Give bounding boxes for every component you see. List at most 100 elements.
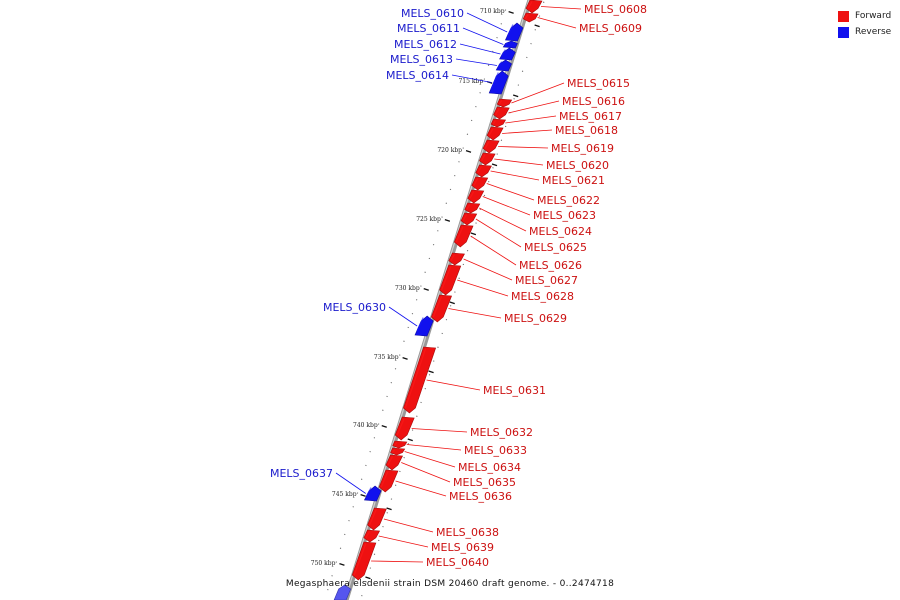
forward-gene-arrow[interactable] — [448, 252, 465, 266]
minor-tick — [466, 249, 469, 252]
minor-tick — [487, 64, 490, 66]
forward-gene-arrow[interactable] — [363, 529, 381, 543]
gene-leader-line — [459, 43, 501, 55]
gene-label[interactable]: MELS_0631 — [483, 384, 546, 397]
gene-label[interactable]: MELS_0630 — [323, 301, 386, 314]
tick-label: 745 kbp — [332, 491, 357, 498]
forward-gene-arrow[interactable] — [453, 224, 474, 248]
minor-tick — [441, 216, 443, 218]
gene-label[interactable]: MELS_0628 — [511, 290, 574, 303]
gene-label[interactable]: MELS_0636 — [449, 490, 512, 503]
gene-label[interactable]: MELS_0625 — [524, 241, 587, 254]
minor-tick — [369, 567, 372, 569]
gene-label[interactable]: MELS_0622 — [537, 194, 600, 207]
gene-leader-line — [411, 428, 468, 433]
gene-label[interactable]: MELS_0624 — [529, 225, 592, 238]
gene-label[interactable]: MELS_0626 — [519, 259, 582, 272]
forward-gene-arrow[interactable] — [467, 189, 485, 204]
forward-gene-arrow[interactable] — [439, 264, 462, 296]
gene-label[interactable]: MELS_0611 — [397, 22, 460, 35]
gene-label[interactable]: MELS_0618 — [555, 124, 618, 137]
gene-label[interactable]: MELS_0623 — [533, 209, 596, 222]
gene-leader-line — [457, 279, 509, 297]
gene-label[interactable]: MELS_0617 — [559, 110, 622, 123]
gene-leader-line — [463, 258, 513, 281]
gene-label[interactable]: MELS_0612 — [394, 38, 457, 51]
minor-tick — [475, 222, 477, 224]
forward-gene-arrow[interactable] — [351, 541, 377, 581]
gene-highlight — [473, 178, 479, 186]
gene-label[interactable]: MELS_0633 — [464, 444, 527, 457]
forward-gene-arrow[interactable] — [378, 469, 399, 493]
tick-label: 735 kbp — [374, 354, 399, 361]
minor-tick — [462, 147, 464, 149]
minor-tick — [458, 277, 460, 279]
major-tick — [491, 163, 498, 167]
gene-label[interactable]: MELS_0621 — [542, 174, 605, 187]
forward-gene-arrow[interactable] — [471, 176, 489, 191]
reverse-gene-arrow-partial[interactable] — [333, 584, 352, 600]
forward-gene-arrow[interactable] — [403, 346, 437, 414]
forward-gene-arrow[interactable] — [486, 126, 504, 141]
gene-label[interactable]: MELS_0629 — [504, 312, 567, 325]
forward-gene-arrow[interactable] — [367, 507, 387, 531]
gene-label[interactable]: MELS_0632 — [470, 426, 533, 439]
minor-tick — [424, 271, 426, 273]
gene-label[interactable]: MELS_0619 — [551, 142, 614, 155]
gene-leader-line — [404, 451, 456, 468]
minor-tick — [526, 56, 528, 59]
forward-gene-arrow[interactable] — [430, 294, 453, 323]
gene-label[interactable]: MELS_0608 — [584, 3, 647, 16]
minor-tick — [517, 84, 520, 86]
gene-label[interactable]: MELS_0614 — [386, 69, 449, 82]
gene-label[interactable]: MELS_0634 — [458, 461, 521, 474]
forward-gene-arrow[interactable] — [479, 152, 496, 166]
gene-leader-line — [466, 12, 508, 33]
gene-highlight — [480, 154, 486, 162]
minor-tick — [390, 498, 393, 500]
minor-tick — [479, 208, 482, 210]
gene-highlight — [492, 120, 497, 125]
gene-leader-line — [508, 100, 560, 114]
gene-leader-line — [401, 462, 451, 483]
gene-label[interactable]: MELS_0635 — [453, 476, 516, 489]
minor-tick — [390, 381, 393, 384]
minor-tick — [407, 443, 410, 445]
gene-label[interactable]: MELS_0639 — [431, 541, 494, 554]
minor-tick — [361, 594, 363, 597]
forward-gene-arrow[interactable] — [493, 106, 510, 120]
forward-gene-arrow[interactable] — [525, 0, 543, 14]
gene-label[interactable]: MELS_0637 — [270, 467, 333, 480]
gene-leader-line — [451, 74, 492, 83]
minor-tick — [500, 139, 503, 141]
gene-label[interactable]: MELS_0609 — [579, 22, 642, 35]
minor-tick — [479, 92, 481, 94]
gene-label[interactable]: MELS_0640 — [426, 556, 489, 569]
gene-highlight — [498, 100, 503, 105]
gene-label[interactable]: MELS_0620 — [546, 159, 609, 172]
gene-label[interactable]: MELS_0615 — [567, 77, 630, 90]
gene-label[interactable]: MELS_0627 — [515, 274, 578, 287]
minor-tick — [543, 1, 545, 3]
minor-tick — [327, 588, 329, 591]
gene-label[interactable]: MELS_0613 — [390, 53, 453, 66]
forward-gene-arrow[interactable] — [385, 454, 404, 471]
gene-label[interactable]: MELS_0616 — [562, 95, 625, 108]
gene-features — [333, 0, 543, 600]
gene-highlight — [416, 317, 424, 332]
forward-gene-arrow[interactable] — [482, 139, 500, 154]
gene-highlight — [490, 72, 499, 90]
minor-tick — [483, 194, 486, 197]
gene-label[interactable]: MELS_0610 — [401, 7, 464, 20]
gene-highlight — [506, 24, 514, 37]
forward-gene-arrow[interactable] — [394, 416, 415, 441]
gene-highlight — [477, 166, 482, 174]
forward-gene-arrow[interactable] — [475, 164, 492, 178]
forward-gene-arrow[interactable] — [460, 212, 478, 226]
minor-tick — [394, 368, 397, 370]
gene-label[interactable]: MELS_0638 — [436, 526, 499, 539]
tick-marks: 710 kbp 715 kbp 720 kbp 725 kbp 730 kbp 735 k… — [311, 1, 545, 597]
minor-tick — [445, 318, 448, 321]
minor-tick — [500, 23, 502, 25]
gene-leader-line — [482, 196, 531, 216]
